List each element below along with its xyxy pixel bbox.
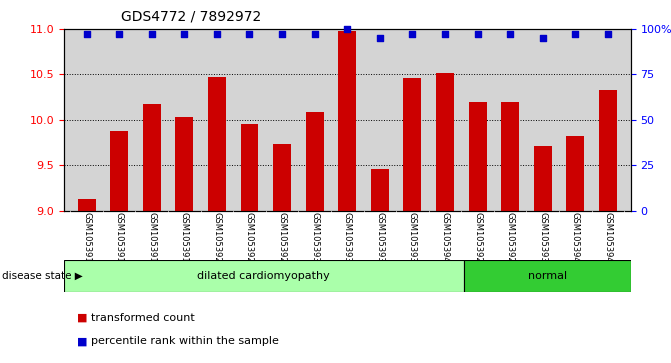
Text: GSM1053924: GSM1053924 — [213, 212, 221, 268]
Bar — [599, 90, 617, 211]
Bar — [208, 77, 226, 211]
FancyBboxPatch shape — [64, 260, 464, 292]
Bar — [403, 78, 421, 211]
Text: GSM1053940: GSM1053940 — [571, 212, 580, 268]
Bar — [534, 146, 552, 211]
Text: GSM1053938: GSM1053938 — [408, 212, 417, 268]
Text: GSM1053918: GSM1053918 — [147, 212, 156, 268]
Text: GSM1053926: GSM1053926 — [278, 212, 287, 268]
Text: GSM1053915: GSM1053915 — [82, 212, 91, 268]
Bar — [468, 102, 486, 211]
Point — [407, 32, 418, 37]
Point — [342, 26, 353, 32]
Point — [179, 32, 190, 37]
Point — [440, 32, 450, 37]
Text: GSM1053937: GSM1053937 — [375, 212, 384, 268]
Point — [505, 32, 515, 37]
Text: GSM1053941: GSM1053941 — [440, 212, 450, 268]
Point — [374, 35, 385, 41]
Text: GSM1053922: GSM1053922 — [473, 212, 482, 268]
FancyBboxPatch shape — [464, 260, 631, 292]
Point — [81, 32, 92, 37]
Point — [309, 32, 320, 37]
Bar — [338, 31, 356, 211]
Point — [537, 35, 548, 41]
Text: GSM1053917: GSM1053917 — [115, 212, 123, 268]
Text: disease state ▶: disease state ▶ — [2, 271, 83, 281]
Text: GSM1053929: GSM1053929 — [506, 212, 515, 268]
Point — [114, 32, 125, 37]
Bar — [501, 102, 519, 211]
Text: ■: ■ — [77, 336, 88, 346]
Point — [211, 32, 222, 37]
Text: GSM1053939: GSM1053939 — [538, 212, 548, 268]
Text: normal: normal — [528, 271, 567, 281]
Bar — [143, 104, 160, 211]
Bar — [175, 117, 193, 211]
Point — [244, 32, 255, 37]
Bar — [436, 73, 454, 211]
Text: GSM1053942: GSM1053942 — [603, 212, 613, 268]
Text: GSM1053935: GSM1053935 — [343, 212, 352, 268]
Text: GDS4772 / 7892972: GDS4772 / 7892972 — [121, 9, 261, 24]
Point — [570, 32, 580, 37]
Text: dilated cardiomyopathy: dilated cardiomyopathy — [197, 271, 330, 281]
Text: ■: ■ — [77, 313, 88, 323]
Text: GSM1053925: GSM1053925 — [245, 212, 254, 268]
Bar — [273, 144, 291, 211]
Point — [146, 32, 157, 37]
Text: transformed count: transformed count — [91, 313, 195, 323]
Text: GSM1053933: GSM1053933 — [310, 212, 319, 268]
Point — [276, 32, 287, 37]
Text: percentile rank within the sample: percentile rank within the sample — [91, 336, 278, 346]
Point — [472, 32, 483, 37]
Bar — [371, 169, 389, 211]
Point — [603, 32, 613, 37]
Bar — [110, 131, 128, 211]
Bar — [566, 136, 584, 211]
Bar — [306, 112, 323, 211]
Bar — [78, 199, 95, 211]
Bar — [240, 125, 258, 211]
Text: GSM1053919: GSM1053919 — [180, 212, 189, 268]
